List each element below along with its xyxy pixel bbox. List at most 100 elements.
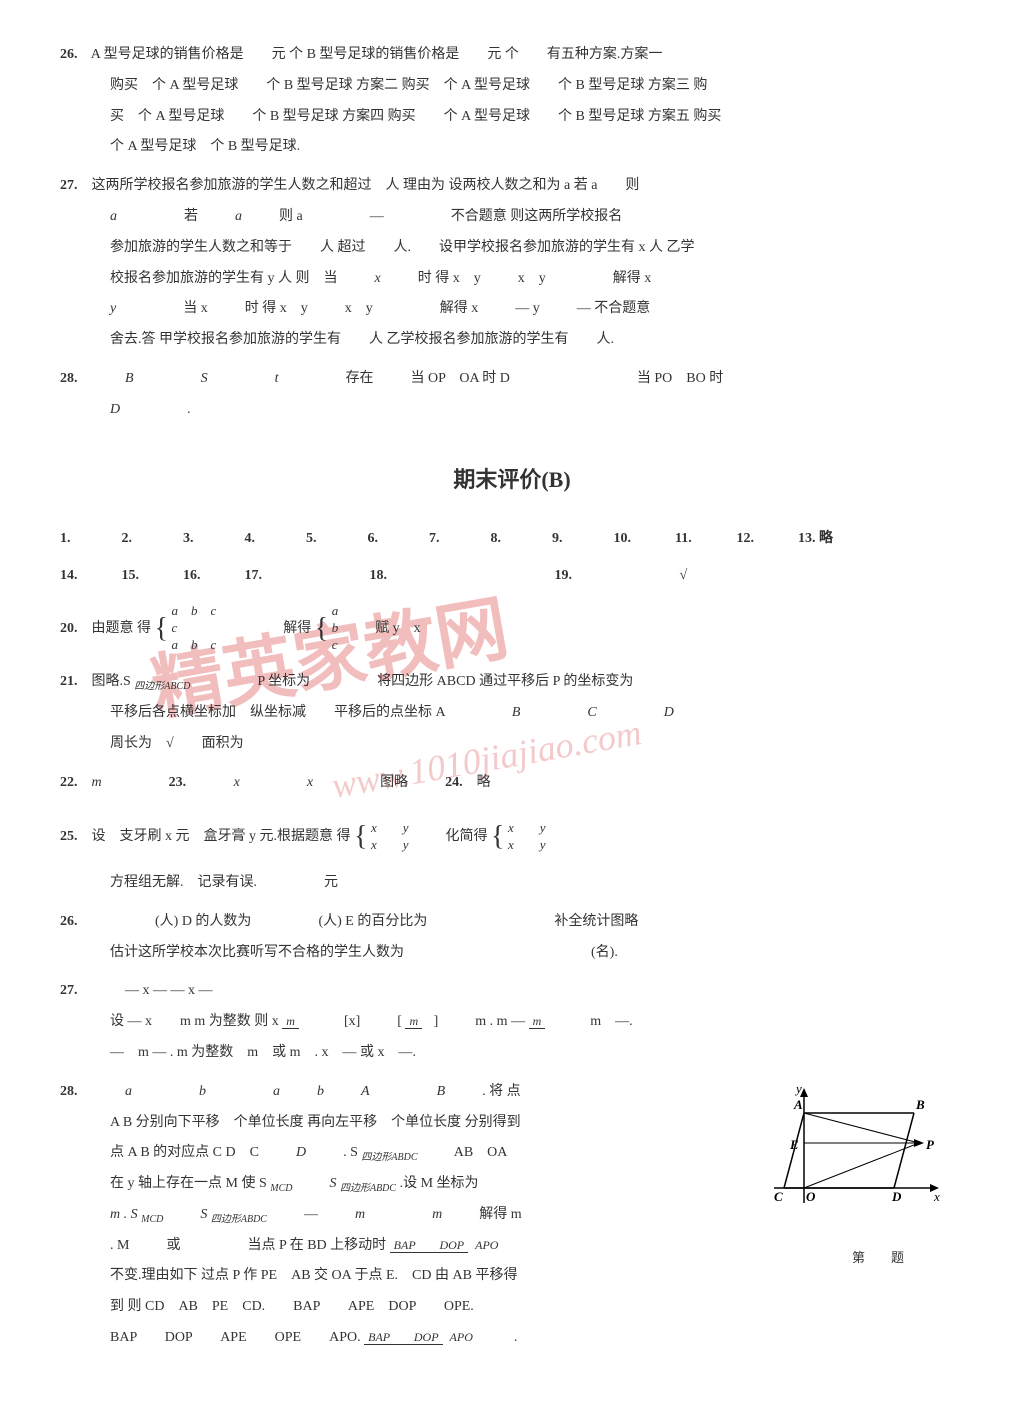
text: S — [201, 371, 208, 386]
answer-19: 19. — [555, 561, 583, 592]
answer-13: 13. 略 — [798, 524, 833, 555]
text: 这两所学校报名参加旅游的学生人数之和超过 人 理由为 设两校人数之和为 a 若 … — [92, 178, 640, 193]
text: 设 — x m m 为整数 则 x — [60, 1014, 279, 1029]
problem-num: 25. — [60, 822, 88, 853]
text: . — [187, 402, 191, 417]
text: a — [235, 209, 242, 224]
left-brace-icon: { — [491, 821, 504, 852]
text: 时 得 x y — [418, 271, 481, 286]
answer-5: 5. — [306, 524, 334, 555]
problem-num: 22. — [60, 768, 88, 799]
frac-bot — [299, 1014, 307, 1028]
problem-b-20: 20. 由题意 得 { a b c c a b c 解得 { a b c 赋 y… — [60, 598, 964, 660]
text: — y — [515, 301, 540, 316]
text: 不合题意 则这两所学校报名 — [451, 209, 623, 224]
problem-b-27: 27. — x — — x — 设 — x m m 为整数 则 x m [x] … — [60, 976, 964, 1068]
text: 解得 m — [479, 1207, 521, 1222]
eq: a — [332, 603, 339, 620]
text: x y — [518, 271, 546, 286]
answers-row-2: 14. 15. 16. 17. 18. 19. √ — [60, 561, 964, 592]
section-title-b: 期末评价(B) — [60, 456, 964, 504]
fraction: BAP DOP APO — [390, 1239, 503, 1252]
text: D — [664, 705, 674, 720]
text: . 将 点 — [482, 1084, 521, 1099]
fraction: m — [405, 1015, 430, 1028]
text: m — [92, 775, 102, 790]
text: ] — [434, 1014, 439, 1029]
problem-num: 26. — [60, 40, 88, 71]
brace-group: x y x y — [371, 820, 409, 854]
text: 或 — [166, 1238, 180, 1253]
text: a — [273, 1084, 280, 1099]
text: 在 y 轴上存在一点 M 使 S — [60, 1176, 267, 1191]
text: 当 PO BO 时 — [637, 371, 723, 386]
text: — m — . m 为整数 m 或 m . x — 或 x —. — [60, 1045, 416, 1060]
text: A — [361, 1084, 370, 1099]
subscript: 四边形ABDC — [211, 1214, 267, 1225]
answer-17: 17. — [245, 561, 273, 592]
answer-10: 10. — [614, 524, 642, 555]
frac-top: m — [405, 1014, 422, 1029]
text: D — [60, 402, 120, 417]
left-brace-icon: { — [315, 613, 328, 644]
frac-top: m — [529, 1014, 546, 1029]
text: 解得 x — [613, 271, 652, 286]
text: 化简得 — [446, 829, 488, 844]
answer-7: 7. — [429, 524, 457, 555]
text: a — [125, 1084, 132, 1099]
problem-num: 27. — [60, 976, 88, 1007]
text: B — [437, 1084, 446, 1099]
text: 周长为 √ 面积为 — [60, 736, 244, 751]
text: m —. — [590, 1014, 632, 1029]
text: 个 A 型号足球 个 B 型号足球. — [60, 139, 300, 154]
text: x — [307, 775, 313, 790]
text: 当 OP OA 时 D — [410, 371, 509, 386]
problem-num: 27. — [60, 171, 88, 202]
text: m — [432, 1207, 442, 1222]
text: — — [304, 1207, 318, 1222]
text: 由题意 得 — [92, 621, 152, 636]
problem-num: 26. — [60, 907, 88, 938]
text: D — [296, 1145, 306, 1160]
text: — x — — x — — [125, 983, 213, 998]
text: [x] — [344, 1014, 360, 1029]
text: 解得 x — [440, 301, 479, 316]
text: C — [587, 705, 596, 720]
subscript: 四边形ABDC — [340, 1183, 396, 1194]
eq: x y — [371, 837, 409, 854]
fraction: m — [529, 1015, 554, 1028]
text: 到 则 CD AB PE CD. BAP APE DOP OPE. — [60, 1299, 474, 1314]
text: 当 x — [183, 301, 208, 316]
text: y — [60, 301, 116, 316]
text: 时 得 x y — [245, 301, 308, 316]
frac-top: BAP DOP — [364, 1330, 442, 1345]
eq: a b c — [171, 603, 216, 620]
text: BAP DOP APE OPE APO. — [60, 1330, 361, 1345]
text: m . S — [60, 1207, 138, 1222]
text: x — [375, 271, 381, 286]
text: 若 — [184, 209, 198, 224]
text: 补全统计图略 — [554, 914, 638, 929]
frac-bot: APO — [471, 1238, 502, 1252]
text: P 坐标为 — [257, 674, 310, 689]
text: x y — [345, 301, 373, 316]
subscript: 四边形ABCD — [134, 681, 190, 692]
text: 图略 — [380, 775, 408, 790]
answer-8: 8. — [491, 524, 519, 555]
text: . M — [60, 1238, 129, 1253]
frac-bot — [422, 1014, 430, 1028]
problem-num: 24. — [445, 768, 473, 799]
eq: c — [332, 637, 339, 654]
problem-b-26: 26. (人) D 的人数为 (人) E 的百分比为 补全统计图略 估计这所学校… — [60, 907, 964, 969]
text: 舍去.答 甲学校报名参加旅游的学生有 人 乙学校报名参加旅游的学生有 人. — [60, 332, 614, 347]
eq: a b c — [171, 637, 216, 654]
subscript: 四边形ABDC — [361, 1152, 417, 1163]
text: . S — [343, 1145, 358, 1160]
text: S — [329, 1176, 336, 1191]
problem-a-27: 27. 这两所学校报名参加旅游的学生人数之和超过 人 理由为 设两校人数之和为 … — [60, 171, 964, 356]
answers-row-1: 1. 2. 3. 4. 5. 6. 7. 8. 9. 10. 11. 12. 1… — [60, 524, 964, 555]
text: S — [200, 1207, 207, 1222]
answer-9: 9. — [552, 524, 580, 555]
text: b — [317, 1084, 324, 1099]
answer-11: 11. — [675, 524, 703, 555]
